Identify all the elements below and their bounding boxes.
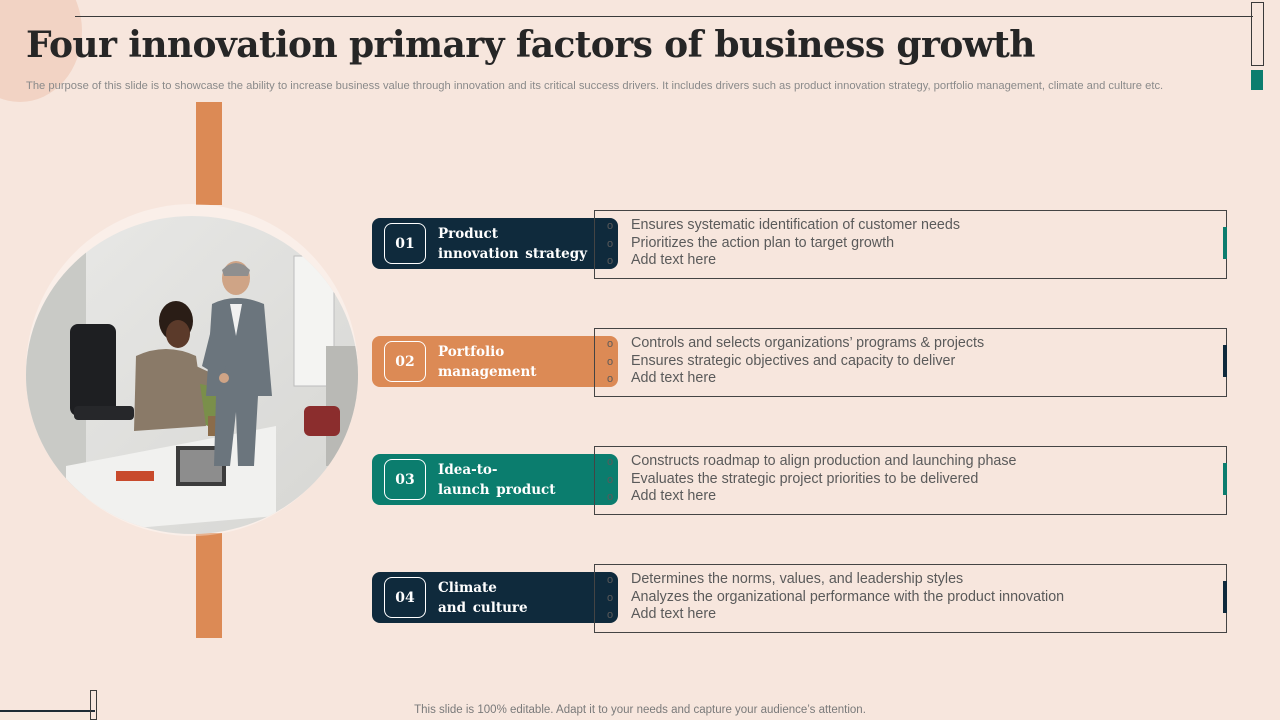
list-item: o Constructs roadmap to align production … [607, 453, 1016, 471]
list-item: o Add text here [607, 370, 984, 388]
factor-accent-marker-2 [1223, 345, 1227, 377]
factor-label: Idea-to- launch product [438, 462, 556, 498]
factor-row-2: 02 Portfolio management o Controls and se… [0, 328, 1280, 398]
slide-subtitle: The purpose of this slide is to showcase… [26, 80, 1164, 92]
factor-pill-1[interactable]: 01 Product innovation strategy [372, 218, 618, 269]
hollow-circle-bullet-icon: o [607, 338, 614, 350]
top-right-frame-decoration [1251, 2, 1264, 66]
factor-details-box-1: o Ensures systematic identification of cu… [594, 210, 1227, 279]
factor-number-badge: 03 [384, 459, 426, 500]
factor-bullet-list: o Controls and selects organizations’ pro… [607, 335, 984, 388]
factor-bullet-list: o Ensures systematic identification of cu… [607, 217, 960, 270]
hollow-circle-bullet-icon: o [607, 373, 614, 386]
hollow-circle-bullet-icon: o [607, 355, 614, 368]
factor-number-badge: 01 [384, 223, 426, 264]
factor-bullet-list: o Constructs roadmap to align production … [607, 453, 1016, 506]
factor-label: Climate and culture [438, 580, 528, 616]
slide-footer: This slide is 100% editable. Adapt it to… [414, 704, 866, 716]
list-item: o Ensures systematic identification of cu… [607, 217, 960, 235]
list-item: o Prioritizes the action plan to target g… [607, 235, 960, 253]
list-item: o Add text here [607, 488, 1016, 506]
bottom-left-rule [0, 710, 95, 712]
factor-pill-4[interactable]: 04 Climate and culture [372, 572, 618, 623]
factor-accent-marker-1 [1223, 227, 1227, 259]
slide-title: Four innovation primary factors of busin… [26, 24, 1035, 66]
factor-number-badge: 02 [384, 341, 426, 382]
factor-row-3: 03 Idea-to- launch product o Constructs r… [0, 446, 1280, 516]
factor-pill-3[interactable]: 03 Idea-to- launch product [372, 454, 618, 505]
factor-label: Product innovation strategy [438, 226, 588, 262]
top-rule-line [75, 16, 1253, 17]
vertical-orange-bar-bottom [196, 533, 222, 638]
factor-details-box-4: o Determines the norms, values, and leade… [594, 564, 1227, 633]
list-item: o Add text here [607, 606, 1064, 624]
hollow-circle-bullet-icon: o [607, 574, 614, 586]
hollow-circle-bullet-icon: o [607, 591, 614, 604]
factor-label: Portfolio management [438, 344, 537, 380]
factor-accent-marker-4 [1223, 581, 1227, 613]
hollow-circle-bullet-icon: o [607, 456, 614, 468]
list-item: o Determines the norms, values, and leade… [607, 571, 1064, 589]
factor-number-badge: 04 [384, 577, 426, 618]
hollow-circle-bullet-icon: o [607, 491, 614, 504]
factor-row-1: 01 Product innovation strategy o Ensures … [0, 210, 1280, 280]
hollow-circle-bullet-icon: o [607, 255, 614, 268]
factor-accent-marker-3 [1223, 463, 1227, 495]
factor-pill-2[interactable]: 02 Portfolio management [372, 336, 618, 387]
factor-bullet-list: o Determines the norms, values, and leade… [607, 571, 1064, 624]
factor-details-box-3: o Constructs roadmap to align production … [594, 446, 1227, 515]
list-item: o Controls and selects organizations’ pro… [607, 335, 984, 353]
hollow-circle-bullet-icon: o [607, 473, 614, 486]
factor-row-4: 04 Climate and culture o Determines the n… [0, 564, 1280, 634]
list-item: o Evaluates the strategic project priorit… [607, 471, 1016, 489]
factor-details-box-2: o Controls and selects organizations’ pro… [594, 328, 1227, 397]
list-item: o Ensures strategic objectives and capaci… [607, 353, 984, 371]
list-item: o Add text here [607, 252, 960, 270]
top-right-accent-tab [1251, 70, 1263, 90]
hollow-circle-bullet-icon: o [607, 609, 614, 622]
hollow-circle-bullet-icon: o [607, 237, 614, 250]
vertical-orange-bar-top [196, 102, 222, 205]
list-item: o Analyzes the organizational performance… [607, 589, 1064, 607]
hollow-circle-bullet-icon: o [607, 220, 614, 232]
